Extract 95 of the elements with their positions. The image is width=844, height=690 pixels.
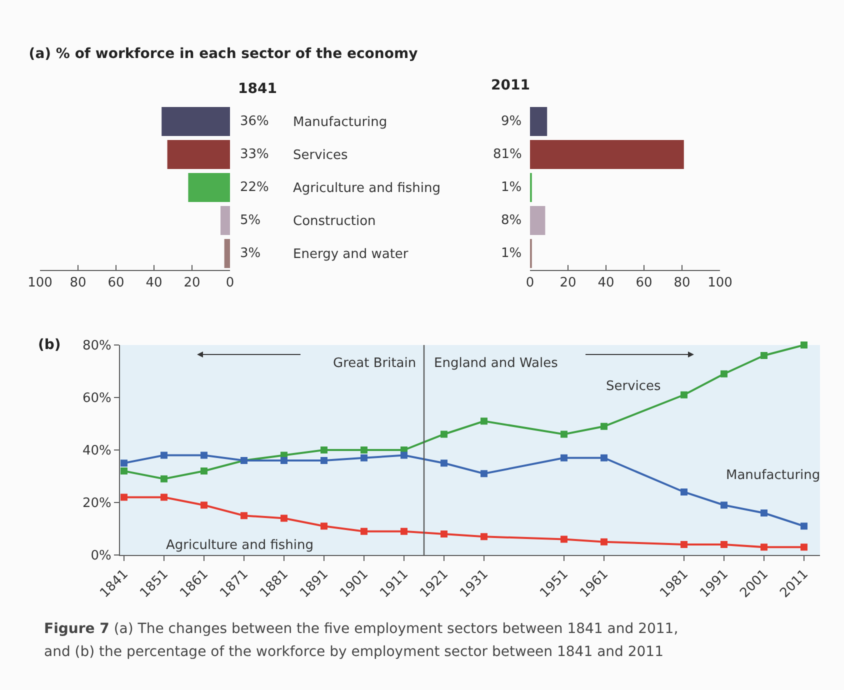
series-label: Agriculture and fishing: [166, 538, 314, 553]
point: [720, 370, 728, 378]
point: [720, 541, 728, 548]
x-tick-label: 20: [184, 276, 200, 291]
point: [200, 452, 208, 459]
point: [480, 533, 488, 540]
point: [440, 530, 448, 538]
y-tick-label: Agriculture and fishing: [293, 181, 441, 196]
data-label: 33%: [240, 147, 269, 162]
data-label: 22%: [240, 180, 269, 195]
point: [560, 430, 568, 438]
y-tick-label: 80%: [82, 338, 112, 354]
point: [160, 452, 168, 459]
point: [560, 536, 568, 543]
point: [480, 470, 488, 478]
point: [400, 452, 408, 459]
y-tick-label: Construction: [293, 214, 376, 230]
point: [200, 502, 208, 509]
point: [360, 454, 368, 462]
caption: Figure 7 (a) The changes between the five employment sectors between 1841 and 2011,: [44, 621, 678, 637]
data-label: 1%: [501, 180, 522, 195]
data-label: 3%: [240, 246, 261, 261]
point: [320, 457, 328, 464]
bar: [530, 140, 684, 170]
x-tick-label: 40: [146, 276, 162, 291]
bar: [220, 206, 230, 236]
text: and (b) the percentage of the workforce by employment sector between 1841 and 2011: [44, 644, 664, 660]
point: [680, 391, 688, 398]
y-tick-label: 60%: [82, 391, 112, 406]
point: [280, 457, 288, 464]
x-tick-label: 80: [70, 276, 86, 291]
bar: [167, 140, 230, 170]
x-tick-label: 100: [708, 276, 732, 291]
y-tick-label: 20%: [82, 496, 112, 512]
chart-title: (a) % of workforce in each sector of the economy: [28, 46, 418, 62]
point: [120, 468, 128, 474]
x-tick-label: 20: [560, 276, 576, 291]
y-tick-label: Energy and water: [293, 247, 409, 262]
data-label: 36%: [240, 114, 269, 129]
y-tick-label: 40%: [82, 444, 112, 459]
data-label: 9%: [501, 114, 522, 129]
point: [680, 541, 688, 548]
bar: [530, 206, 546, 236]
x-tick-label: 80: [674, 276, 690, 291]
x-tick-label: 0: [526, 276, 534, 291]
chart-title: (b): [38, 336, 61, 353]
y-tick-label: 0%: [90, 548, 112, 564]
point: [240, 512, 248, 520]
point: [800, 342, 808, 348]
point: [760, 544, 768, 551]
point: [200, 468, 208, 474]
x-tick-label: 100: [28, 276, 52, 291]
point: [160, 494, 168, 501]
point: [560, 454, 568, 462]
y-tick-label: Manufacturing: [293, 115, 388, 130]
point: [120, 494, 128, 501]
data-label: 81%: [493, 147, 522, 162]
data-label: 8%: [501, 213, 522, 228]
bar: [162, 106, 230, 136]
chart-title: 2011: [491, 78, 530, 94]
x-tick-label: 0: [226, 276, 234, 291]
point: [680, 488, 688, 496]
x-tick-label: 60: [636, 276, 652, 291]
series-label: Services: [606, 379, 662, 394]
series-label: Manufacturing: [726, 468, 820, 483]
point: [800, 522, 808, 530]
point: [720, 502, 728, 509]
point: [600, 422, 608, 430]
chart-subtitle: 1841: [238, 81, 277, 97]
point: [440, 430, 448, 438]
point: [760, 352, 768, 359]
point: [160, 475, 168, 482]
point: [400, 528, 408, 535]
point: [800, 544, 808, 551]
point: [600, 454, 608, 462]
point: [360, 528, 368, 535]
point: [320, 446, 328, 454]
point: [120, 460, 128, 467]
annotation: England and Wales: [434, 356, 558, 371]
bar: [530, 106, 548, 136]
data-label: 5%: [240, 213, 261, 228]
bar: [188, 172, 230, 202]
point: [760, 510, 768, 516]
x-tick-label: 40: [598, 276, 614, 291]
x-tick-label: 60: [108, 276, 124, 291]
data-label: 1%: [501, 246, 522, 261]
point: [480, 418, 488, 425]
point: [360, 446, 368, 454]
y-tick-label: Services: [293, 148, 348, 164]
point: [320, 522, 328, 530]
point: [280, 514, 288, 522]
annotation: Great Britain: [333, 356, 416, 371]
point: [600, 538, 608, 546]
bar: [224, 238, 230, 268]
point: [440, 460, 448, 467]
